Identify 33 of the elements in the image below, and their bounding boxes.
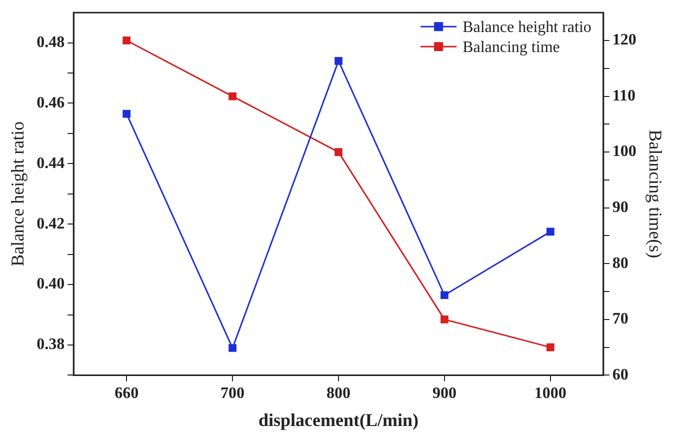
y-tick-label: 0.48 — [36, 34, 65, 51]
point — [440, 291, 448, 300]
x-axis-title: displacement(L/min) — [258, 410, 418, 430]
y2-tick-label: 70 — [612, 310, 628, 328]
y-tick-label: 0.38 — [36, 336, 65, 354]
x-tick-label: 1000 — [534, 384, 566, 402]
point — [546, 228, 554, 236]
y-tick-label: 0.44 — [36, 154, 65, 172]
y2-tick-label: 80 — [612, 254, 628, 272]
x-tick-label: 900 — [432, 384, 456, 402]
point — [334, 148, 342, 156]
x-tick-label: 660 — [114, 384, 139, 402]
y2-tick-label: 110 — [612, 87, 636, 104]
x-tick-label: 800 — [326, 384, 350, 402]
legend-label: Balance height ratio — [462, 18, 592, 36]
y2-tick-label: 120 — [612, 32, 636, 49]
y-tick-label: 0.40 — [36, 276, 65, 293]
point — [546, 343, 554, 352]
point — [122, 36, 131, 44]
point — [228, 344, 236, 352]
point — [122, 110, 131, 118]
y-tick-label: 0.42 — [36, 215, 65, 232]
y2-axis-title: Balancing time(s) — [645, 130, 666, 258]
legend-label: Balancing time — [462, 38, 560, 56]
y-tick-label: 0.46 — [36, 94, 65, 112]
y2-tick-label: 100 — [612, 143, 636, 160]
y2-tick-label: 90 — [612, 198, 628, 216]
point — [334, 57, 342, 65]
point — [440, 315, 448, 324]
point — [228, 92, 236, 100]
y2-tick-label: 60 — [612, 366, 628, 384]
y-axis-title: Balance height ratio — [8, 121, 28, 266]
x-tick-label: 700 — [220, 384, 245, 402]
